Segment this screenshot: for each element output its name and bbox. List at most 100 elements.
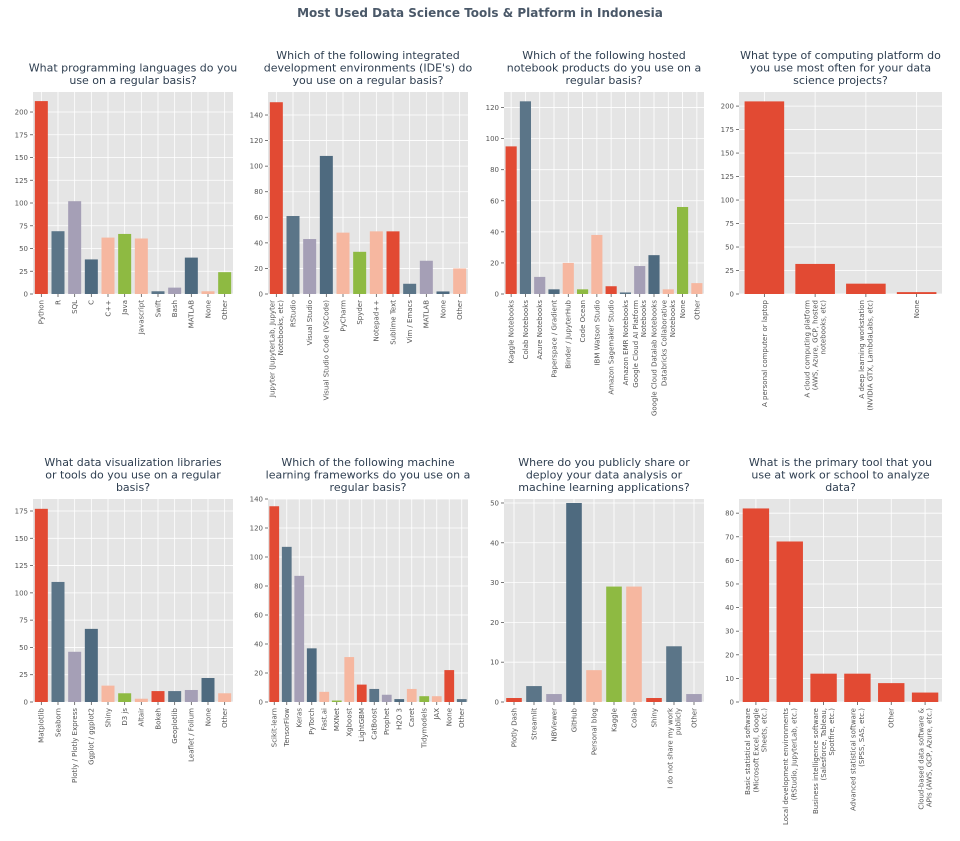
x-tick-text: Code Ocean [579, 300, 587, 343]
bar-12 [662, 289, 674, 294]
bar-9 [369, 688, 380, 702]
bar-8 [386, 231, 400, 294]
x-tick-text: Javascript [138, 300, 146, 336]
x-tick-label: Javascript [138, 300, 146, 336]
x-tick-text: Leaflet / Folium [188, 708, 196, 762]
x-tick-label: D3 js [121, 708, 129, 726]
y-tick-label: 60 [254, 612, 263, 620]
x-tick-text: None [446, 708, 454, 726]
y-tick-label: 100 [486, 135, 499, 143]
bar-12 [453, 268, 467, 294]
y-tick-label: 25 [19, 671, 28, 679]
x-tick-label: MXNet [333, 708, 341, 731]
chart-title: notebook products do you use on a [507, 62, 701, 75]
x-tick-label: TensorFlow [283, 708, 291, 748]
chart-title: you use on a regular basis? [292, 74, 443, 87]
x-tick-text: Advanced statistical software [850, 708, 858, 811]
y-tick-label: 120 [250, 137, 263, 145]
x-tick-text: Other [690, 708, 698, 728]
y-tick-label: 20 [490, 619, 499, 627]
bar-13 [677, 206, 689, 294]
x-tick-text: Geoplotlib [171, 707, 179, 743]
y-tick-label: 80 [725, 510, 734, 518]
y-tick-label: 140 [250, 112, 263, 120]
x-tick-text: None [679, 300, 687, 318]
x-tick-label: H2O 3 [396, 708, 404, 730]
x-tick-text: Caret [408, 708, 416, 727]
bar-1 [269, 102, 283, 295]
x-tick-label: Code Ocean [579, 300, 587, 343]
bar-9 [619, 292, 631, 294]
x-tick-label: Streamlit [530, 708, 538, 740]
y-tick-label: 50 [19, 644, 28, 652]
y-tick-label: 80 [490, 166, 499, 174]
x-tick-text: None [913, 300, 921, 318]
x-tick-text: Swift [154, 300, 162, 317]
x-tick-text: IBM Watson Studio [593, 300, 601, 366]
y-tick-label: 120 [250, 525, 263, 533]
bar-11 [201, 291, 215, 294]
x-tick-text: PyTorch [308, 708, 316, 735]
x-tick-text: Colab Notebooks [522, 300, 530, 360]
x-tick-text: Streamlit [530, 708, 538, 740]
bar-1 [269, 506, 280, 702]
x-tick-label: JAX [433, 708, 441, 721]
chart-title: What data visualization libraries [44, 456, 222, 469]
bar-12 [218, 693, 232, 702]
bar-1 [34, 508, 48, 702]
bar-6 [331, 700, 342, 702]
bar-10 [184, 689, 198, 702]
x-tick-text: Tidymodels [421, 708, 429, 749]
x-tick-text: Notebooks [640, 300, 648, 338]
x-tick-text: Basic statistical software [744, 708, 752, 795]
y-tick-label: 75 [19, 617, 28, 625]
x-tick-label: LightGBM [358, 708, 366, 742]
bar-5 [319, 691, 330, 702]
y-tick-label: 40 [490, 228, 499, 236]
x-tick-text: Other [456, 300, 464, 320]
bar-2 [281, 546, 292, 702]
x-tick-label: Vim / Emacs [406, 300, 414, 344]
x-tick-label: Local development environments (RStudio, … [782, 708, 798, 825]
x-tick-label: Colab Notebooks [522, 300, 530, 360]
y-tick-label: 150 [15, 154, 28, 162]
x-tick-label: SQL [71, 300, 79, 314]
x-tick-text: APIs (AWS, GCP, Azure, etc.) [926, 708, 934, 807]
x-tick-label: C++ [104, 300, 112, 317]
x-tick-text: None [439, 300, 447, 318]
chart-title: regular basis? [566, 74, 643, 87]
x-tick-text: (RStudio, JupyterLab, etc.) [790, 708, 798, 801]
x-tick-label: Tidymodels [421, 708, 429, 749]
bar-9 [403, 283, 417, 294]
y-tick-label: 125 [15, 562, 28, 570]
x-tick-label: Azure Notebooks [536, 300, 544, 360]
bar-3 [294, 575, 305, 702]
x-tick-label: Bokeh [154, 708, 162, 730]
x-tick-text: NBViewer [550, 708, 558, 742]
bar-4 [548, 289, 560, 294]
x-tick-label: Sublime Text [389, 300, 397, 345]
y-tick-label: 50 [725, 580, 734, 588]
chart-7: 0 10 20 30 40 50 Where do you publicly share o… [490, 456, 704, 789]
chart-title: you use most often for your data [750, 62, 931, 75]
x-tick-label: Geoplotlib [171, 707, 179, 743]
x-tick-text: I do not share my work [666, 707, 674, 789]
plot-area [739, 499, 942, 702]
x-tick-label: Shiny [650, 708, 658, 727]
y-tick-label: 20 [725, 651, 734, 659]
x-tick-text: Prophet [383, 708, 391, 735]
bar-12 [406, 688, 417, 702]
x-tick-label: Visual Studio Code (VSCode) [323, 300, 331, 401]
bar-3 [68, 201, 82, 294]
y-tick-label: 100 [250, 554, 263, 562]
bar-4 [844, 673, 871, 702]
x-tick-text: Matplotlib [38, 707, 46, 742]
x-tick-text: Spotfire, etc.) [828, 708, 836, 756]
bar-11 [394, 699, 405, 702]
bar-8 [151, 291, 165, 294]
x-tick-label: Amazon EMR Notebooks [622, 300, 630, 386]
bar-6 [118, 233, 132, 294]
y-tick-label: 20 [254, 670, 263, 678]
bar-9 [168, 287, 182, 294]
chart-title: science projects? [793, 74, 888, 87]
